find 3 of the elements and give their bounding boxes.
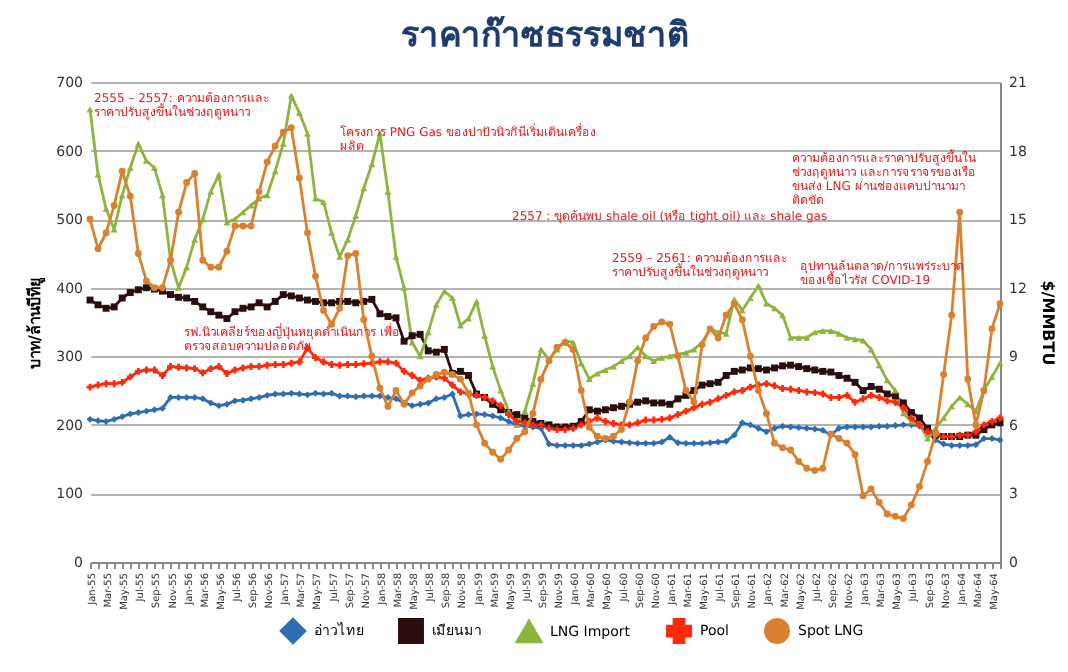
y-axis-title: บาท/ล้านบีทียู bbox=[24, 277, 47, 369]
chart-title: ราคาก๊าซธรรมชาติ bbox=[401, 16, 689, 56]
y2-axis-title: $/MMBTU bbox=[1038, 280, 1057, 366]
